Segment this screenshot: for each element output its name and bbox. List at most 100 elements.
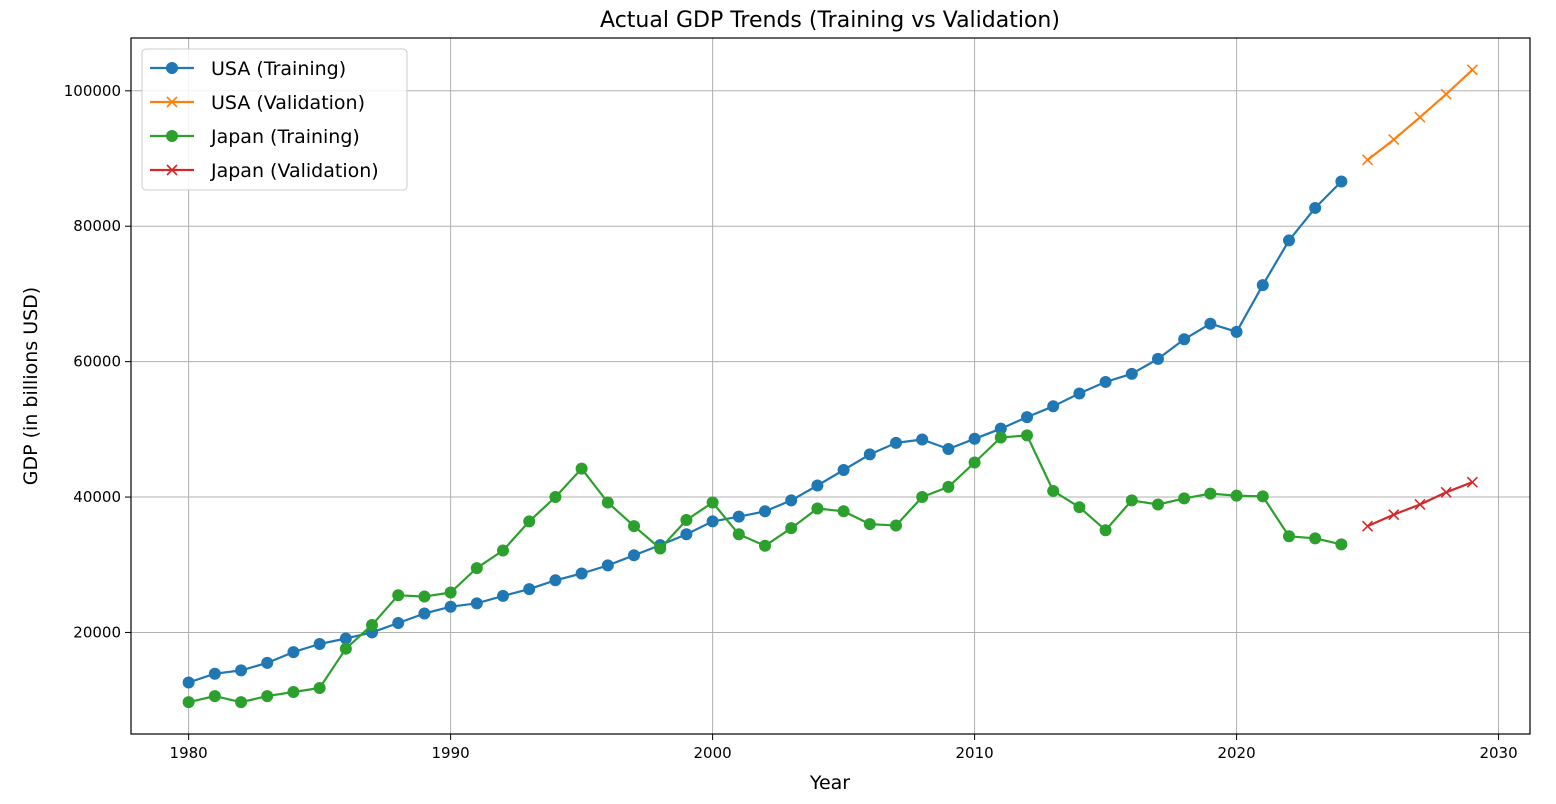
usa-training-point (1151, 352, 1164, 365)
usa-training-point (208, 667, 221, 680)
legend-japan-training-point (166, 130, 178, 142)
japan-training-point (339, 642, 352, 655)
japan-validation-point (1388, 509, 1400, 521)
usa-validation-point (1466, 64, 1478, 76)
x-tick-label: 1980 (170, 744, 208, 762)
y-tick-label: 40000 (73, 488, 121, 506)
y-tick-label: 80000 (73, 217, 121, 235)
japan-training-point (968, 456, 981, 469)
japan-training-point (706, 496, 719, 509)
x-tick-label: 2020 (1217, 744, 1255, 762)
x-tick-label: 2000 (694, 744, 732, 762)
usa-training-point (811, 479, 824, 492)
japan-training-point (628, 520, 641, 533)
usa-training-point (1204, 317, 1217, 330)
japan-training-point (182, 696, 195, 709)
y-tick-label: 20000 (73, 623, 121, 641)
japan-training-point (208, 690, 221, 703)
usa-training-point (1282, 234, 1295, 247)
legend: USA (Training) USA (Validation) Japan (Tra… (141, 48, 408, 191)
japan-training-point (785, 522, 798, 535)
usa-training-point (706, 515, 719, 528)
usa-training-point (759, 505, 772, 518)
x-tick-label: 2030 (1479, 744, 1517, 762)
japan-training-line (188, 434, 1342, 704)
usa-training-point (732, 510, 745, 523)
japan-validation-point (1362, 520, 1374, 532)
usa-training-point (235, 664, 248, 677)
japan-training-point (287, 686, 300, 699)
usa-validation-point (1414, 111, 1426, 123)
japan-training-point (837, 505, 850, 518)
usa-training-point (1125, 367, 1138, 380)
japan-training-point (1282, 530, 1295, 543)
usa-training-point (1020, 411, 1033, 424)
japan-training-point (366, 618, 379, 631)
japan-training-point (1099, 524, 1112, 537)
japan-training-point (1230, 489, 1243, 502)
usa-training-point (418, 607, 431, 620)
japan-training-point (1151, 498, 1164, 511)
legend-label: USA (Training) (211, 58, 346, 80)
usa-training-point (392, 616, 405, 629)
chart-title: Actual GDP Trends (Training vs Validatio… (600, 8, 1060, 33)
usa-training-point (994, 422, 1007, 435)
japan-training-series (182, 429, 1348, 709)
usa-training-point (863, 448, 876, 461)
japan-training-point (863, 518, 876, 531)
japan-training-point (1073, 501, 1086, 514)
japan-training-point (1204, 487, 1217, 500)
usa-validation-point (1388, 133, 1400, 146)
usa-training-point (549, 574, 562, 587)
usa-validation-point (1362, 154, 1374, 166)
usa-training-point (785, 494, 798, 507)
usa-training-point (523, 583, 536, 596)
japan-training-point (732, 528, 745, 541)
japan-training-point (994, 431, 1007, 444)
usa-training-point (575, 567, 588, 580)
japan-training-point (523, 515, 536, 528)
japan-validation-series (1362, 476, 1478, 532)
japan-training-point (1335, 538, 1348, 551)
japan-training-point (575, 462, 588, 475)
japan-training-point (1020, 429, 1033, 442)
legend-item-japan-validation: Japan (Validation) (150, 160, 379, 182)
usa-training-point (889, 436, 902, 449)
legend-item-japan-training: Japan (Training) (150, 126, 360, 148)
japan-training-point (601, 496, 614, 509)
usa-training-point (470, 597, 483, 610)
japan-training-point (1178, 492, 1191, 505)
usa-training-point (261, 656, 274, 669)
japan-validation-point (1440, 486, 1452, 498)
japan-training-point (235, 696, 248, 709)
usa-training-line (188, 180, 1343, 684)
y-axis-label: GDP (in billions USD) (20, 287, 42, 485)
japan-training-point (916, 491, 929, 504)
japan-training-point (759, 539, 772, 552)
japan-training-point (444, 586, 457, 599)
japan-training-point (889, 519, 902, 532)
usa-training-point (497, 589, 510, 602)
usa-training-point (444, 600, 457, 613)
legend-label: USA (Validation) (211, 92, 365, 114)
japan-training-point (1125, 494, 1138, 507)
japan-training-point (1309, 532, 1322, 545)
usa-training-point (968, 432, 981, 445)
usa-training-point (1178, 333, 1191, 346)
usa-training-series (182, 175, 1348, 689)
japan-training-point (549, 491, 562, 504)
usa-training-point (1230, 325, 1243, 338)
legend-item-usa-training: USA (Training) (150, 58, 346, 80)
legend-usa-training-point (166, 62, 178, 74)
usa-validation-line (1366, 68, 1474, 161)
legend-japan-validation-point (166, 164, 178, 176)
japan-training-point (1256, 490, 1269, 503)
axis-ticks: 1980 1990 2000 2010 2020 2030 20000 40000 60000 8… (64, 82, 1518, 762)
usa-training-point (916, 433, 929, 446)
y-tick-label: 60000 (73, 353, 121, 371)
japan-training-point (497, 544, 510, 557)
usa-training-point (287, 646, 300, 659)
x-axis-label: Year (809, 772, 850, 794)
usa-training-point (1099, 375, 1112, 388)
